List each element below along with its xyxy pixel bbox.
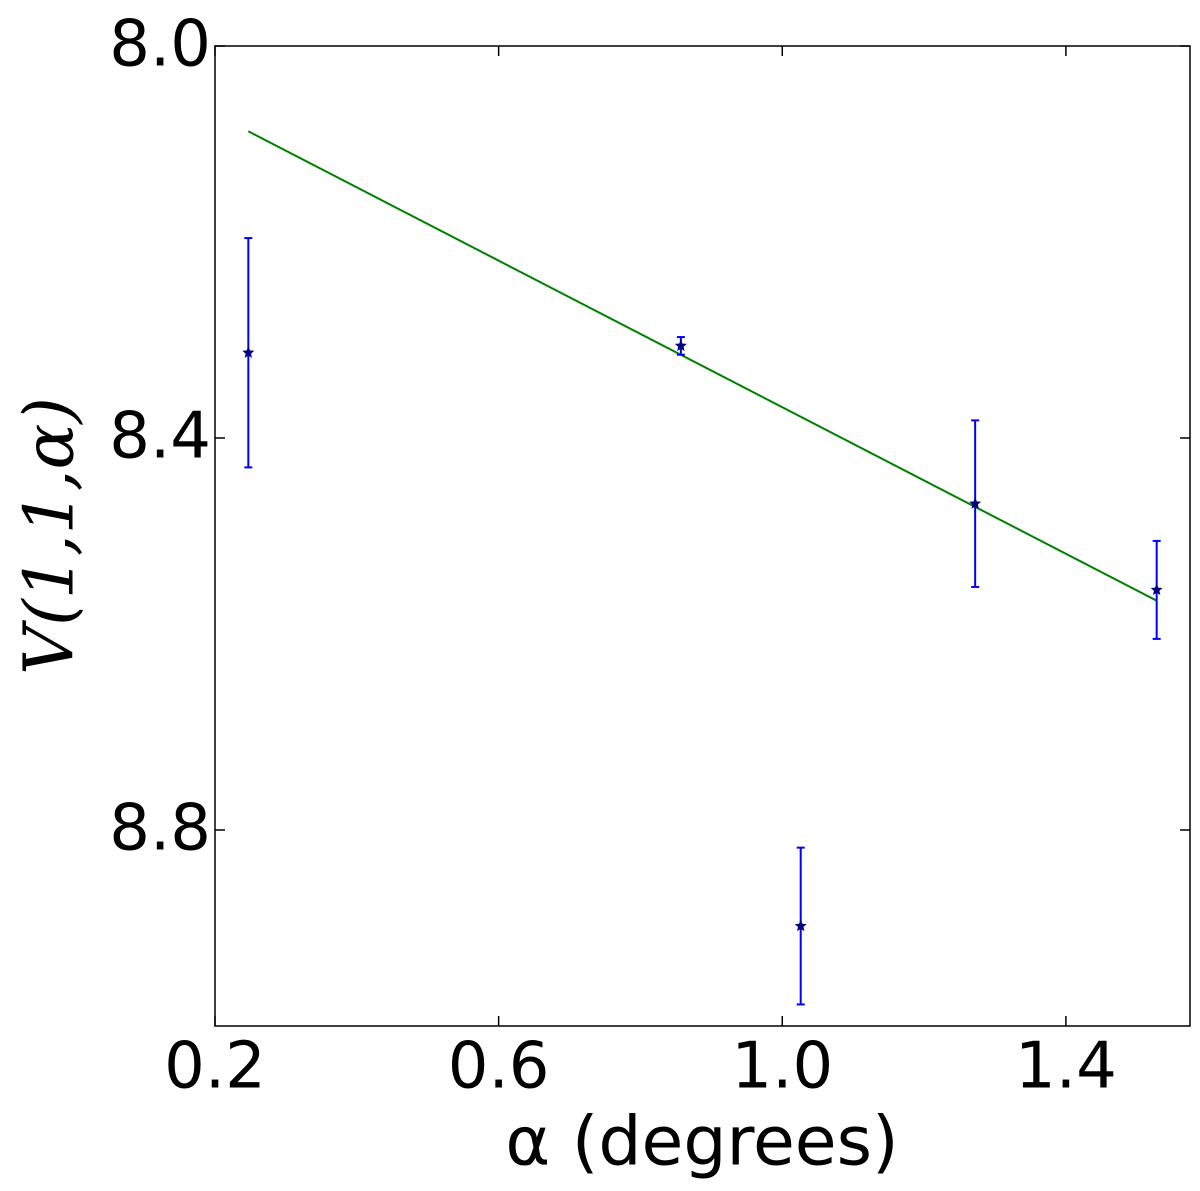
- y-axis-label: V(1,1,α): [11, 397, 90, 675]
- fit-line: [247, 130, 1158, 602]
- data-point: [1150, 583, 1163, 596]
- y-tick-label: 8.8: [109, 792, 211, 866]
- x-tick-label: 0.6: [448, 1030, 550, 1104]
- x-tick-label: 1.0: [731, 1030, 833, 1104]
- data-point: [242, 346, 255, 358]
- x-tick-label: 1.4: [1015, 1030, 1117, 1104]
- x-axis-label: α (degrees): [505, 1103, 898, 1182]
- x-tick-label: 0.2: [164, 1030, 266, 1104]
- data-point: [674, 339, 687, 351]
- data-point: [794, 919, 807, 932]
- y-tick-label: 8.4: [109, 400, 211, 474]
- y-tick-label: 8.0: [109, 8, 211, 82]
- plot-frame: [214, 45, 1191, 1027]
- data-point: [969, 497, 982, 509]
